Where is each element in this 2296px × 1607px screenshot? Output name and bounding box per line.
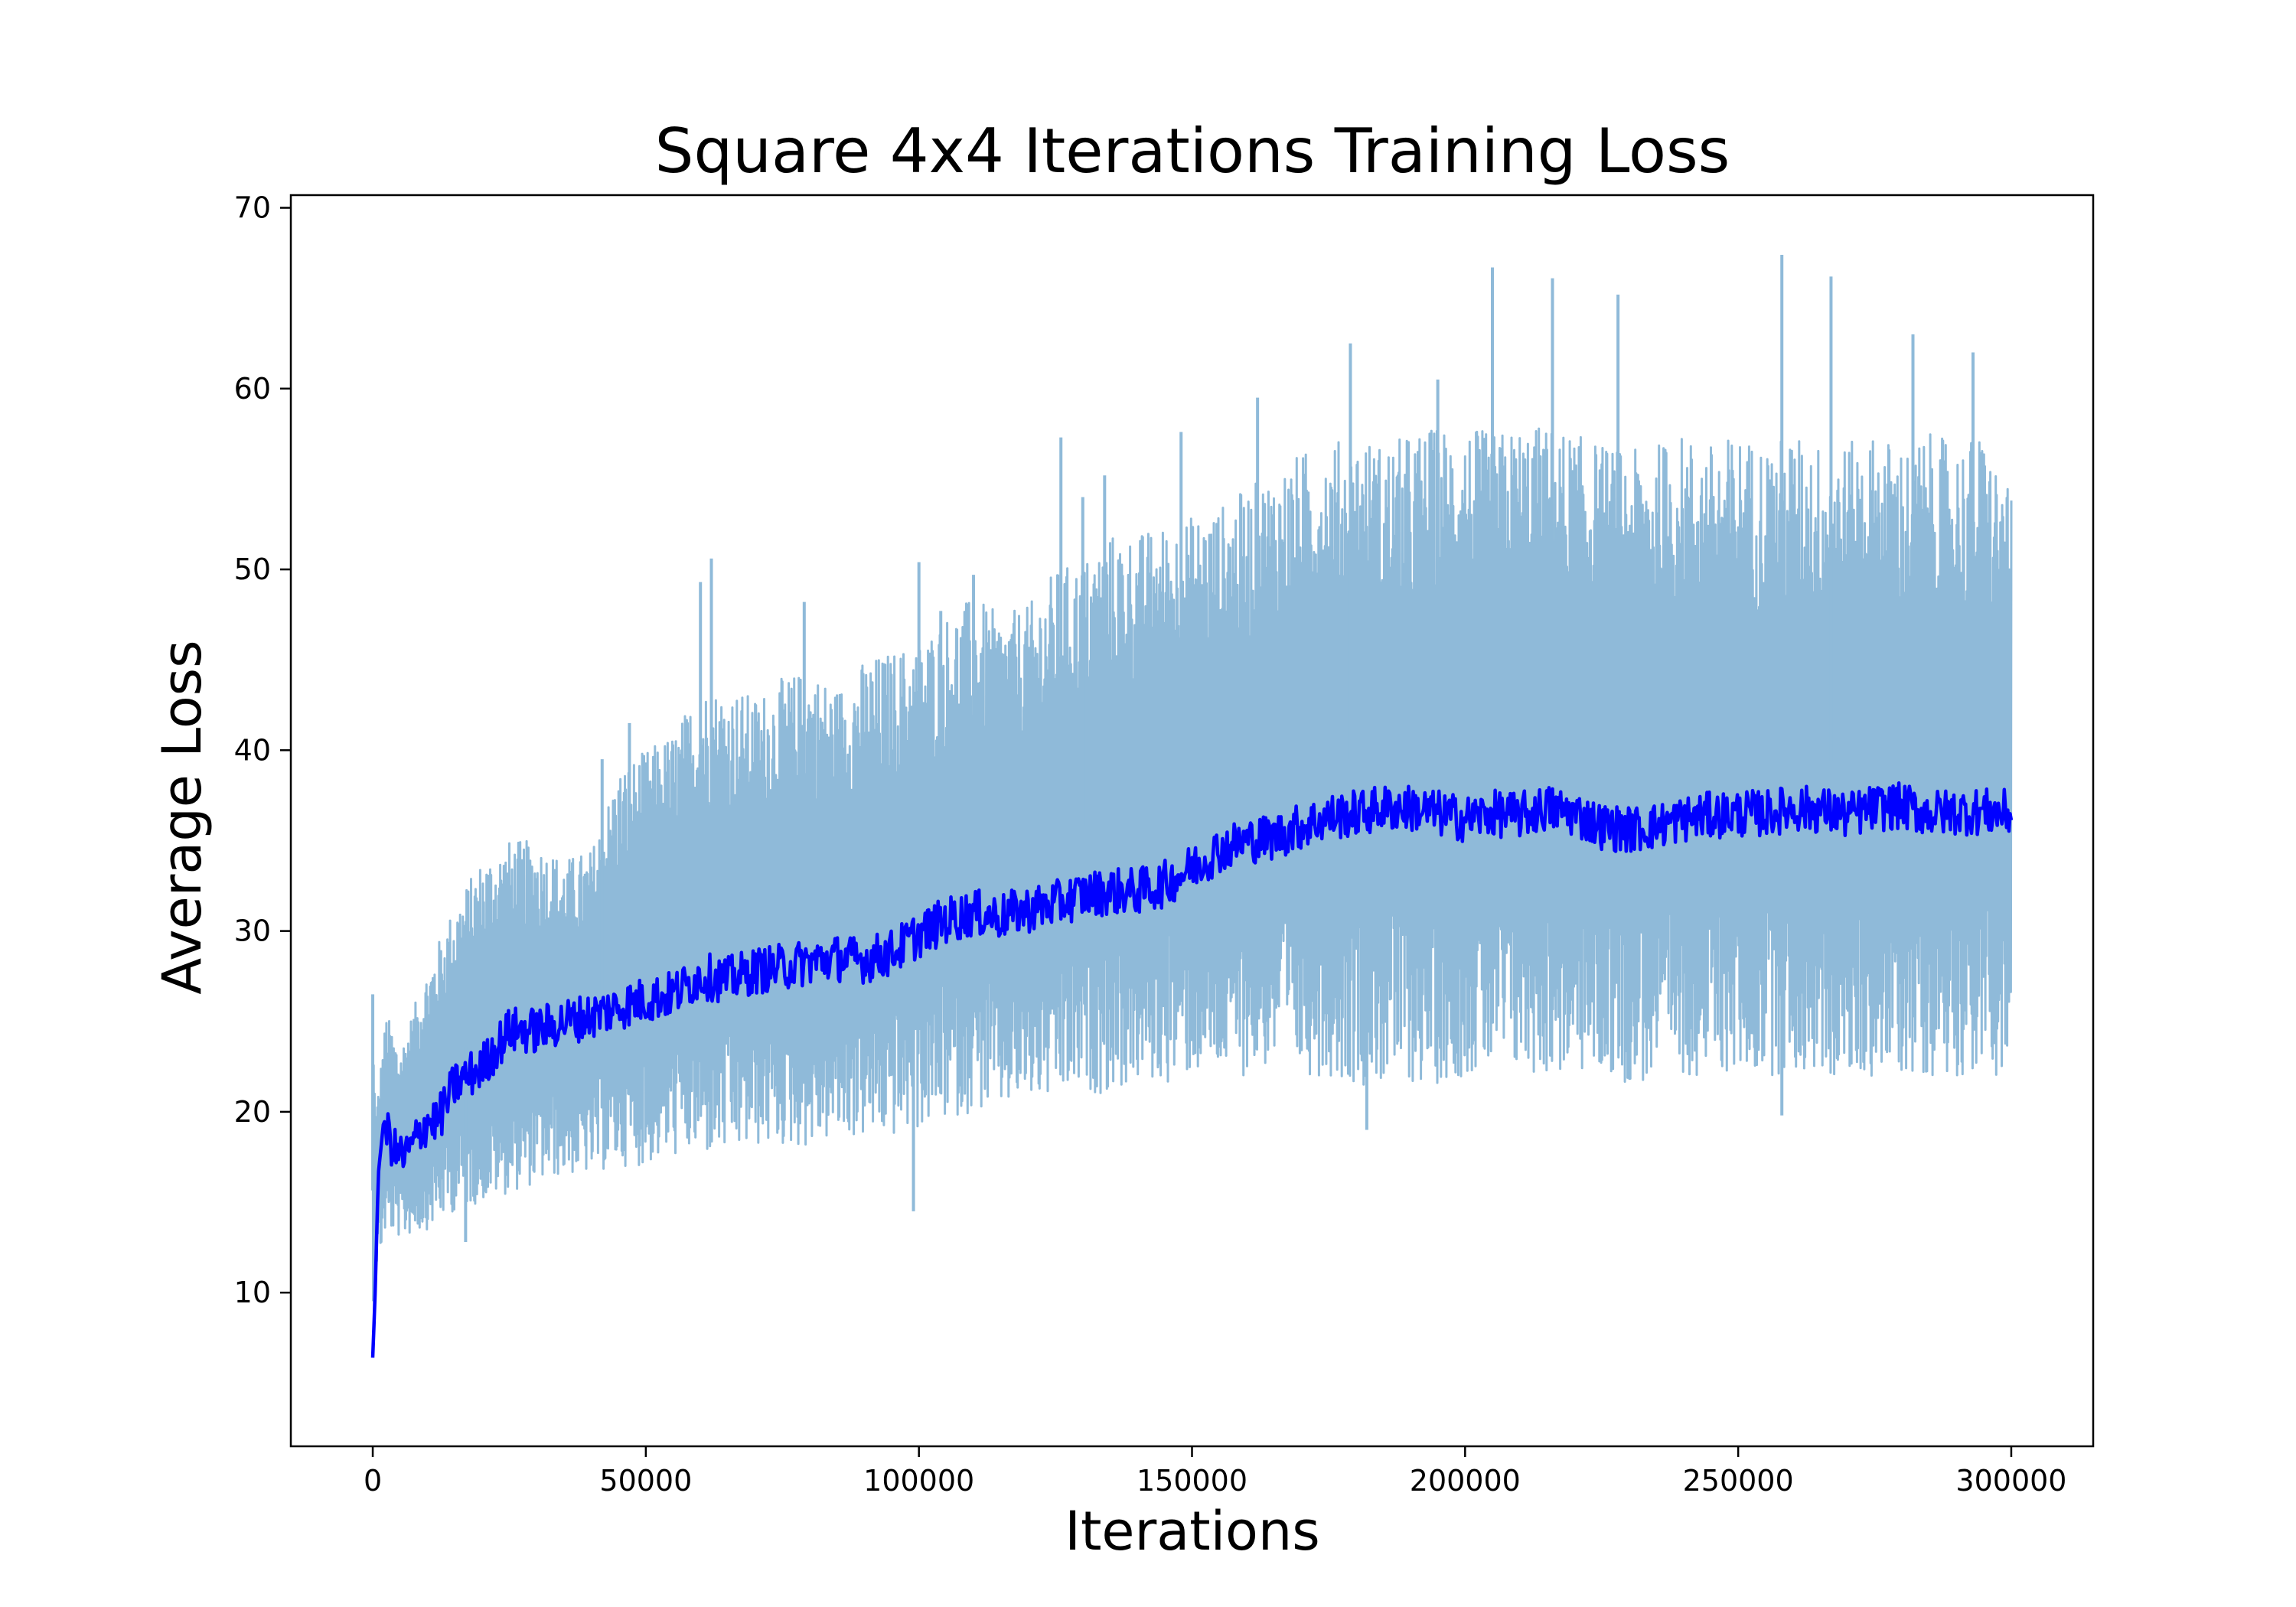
chart-title: Square 4x4 Iterations Training Loss <box>655 116 1730 187</box>
series-raw-loss <box>371 427 2013 1332</box>
x-tick-label: 150000 <box>1137 1464 1247 1498</box>
y-tick-label: 30 <box>234 914 271 948</box>
y-axis-ticks: 10 20 30 40 50 60 70 <box>234 191 291 1309</box>
y-axis-label: Average Loss <box>151 640 214 994</box>
x-tick-label: 300000 <box>1955 1464 2066 1498</box>
x-axis-label: Iterations <box>1065 1500 1319 1563</box>
series-smoothed-loss <box>370 781 2014 1358</box>
y-tick-label: 20 <box>234 1095 271 1129</box>
y-tick-label: 60 <box>234 372 271 406</box>
y-tick-label: 50 <box>234 553 271 586</box>
x-tick-label: 0 <box>364 1464 382 1498</box>
y-tick-label: 70 <box>234 191 271 225</box>
x-tick-label: 250000 <box>1683 1464 1794 1498</box>
x-tick-label: 200000 <box>1410 1464 1521 1498</box>
x-tick-label: 100000 <box>863 1464 974 1498</box>
y-tick-label: 40 <box>234 733 271 767</box>
y-tick-label: 10 <box>234 1276 271 1309</box>
plot-area <box>370 254 2014 1358</box>
x-tick-label: 50000 <box>599 1464 692 1498</box>
x-axis-ticks: 0 50000 100000 150000 200000 250000 300000 <box>364 1446 2066 1498</box>
